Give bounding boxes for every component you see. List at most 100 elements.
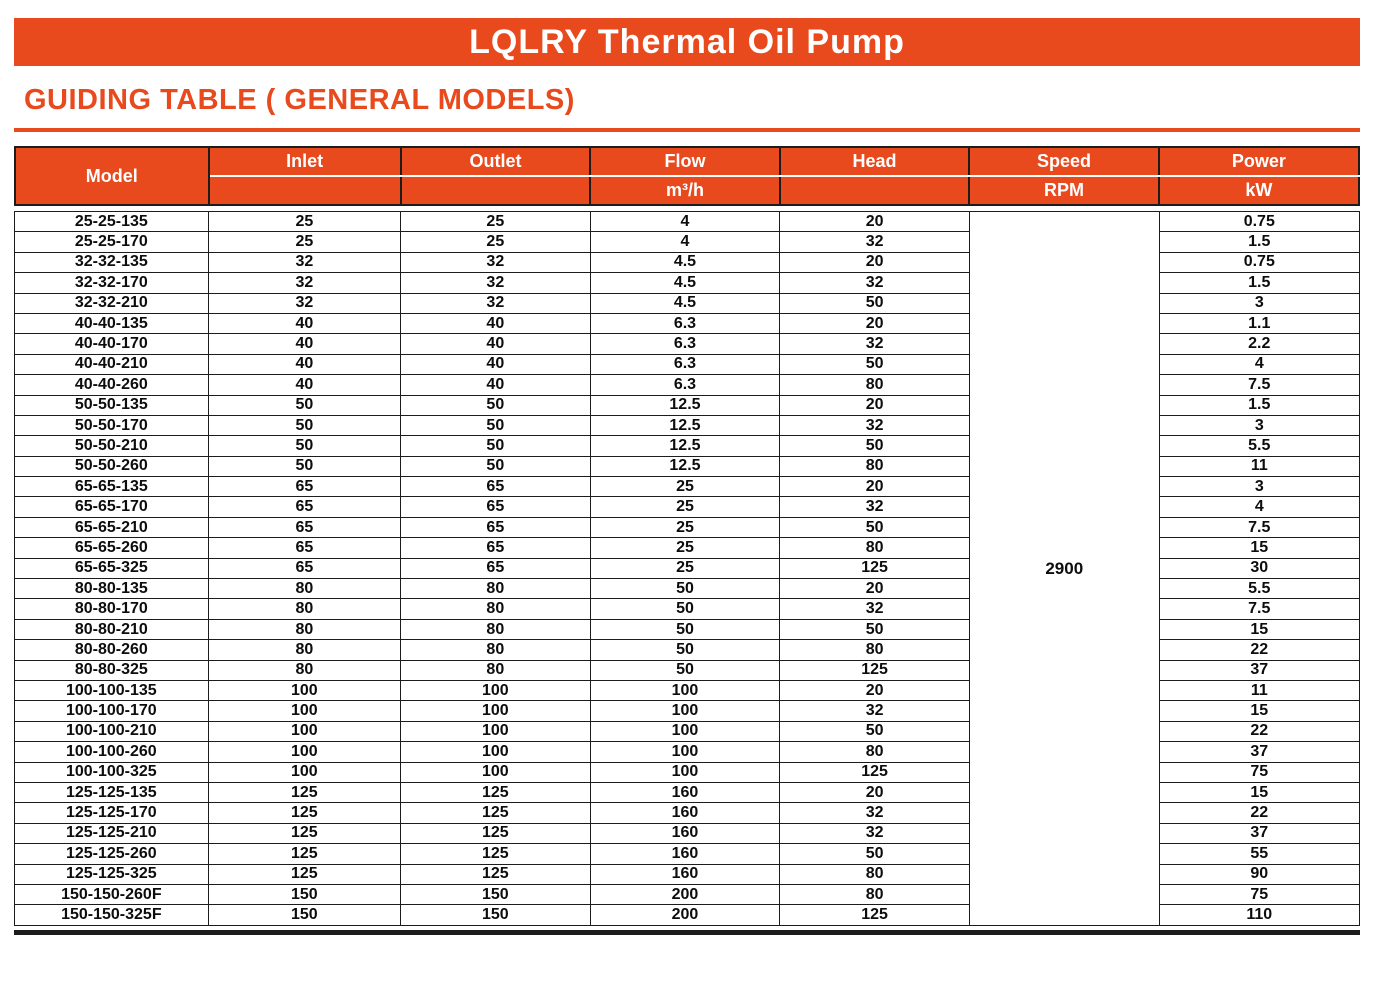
cell-model: 80-80-325 xyxy=(14,659,209,681)
cell-inlet: 125 xyxy=(207,863,402,885)
col-header-head: Head xyxy=(778,146,971,177)
section-heading: GUIDING TABLE ( GENERAL MODELS) xyxy=(24,84,575,116)
cell-outlet: 100 xyxy=(400,700,591,722)
col-unit-power: kW xyxy=(1157,176,1361,206)
cell-power: 3 xyxy=(1158,414,1361,437)
cell-power: 3 xyxy=(1158,292,1361,314)
cell-inlet: 50 xyxy=(207,394,402,416)
cell-power: 4 xyxy=(1158,353,1361,376)
cell-head: 50 xyxy=(779,353,970,376)
cell-head: 32 xyxy=(779,231,970,253)
cell-power: 0.75 xyxy=(1158,251,1361,274)
cell-flow: 50 xyxy=(589,659,781,681)
cell-model: 100-100-325 xyxy=(14,761,209,783)
page-title: LQLRY Thermal Oil Pump xyxy=(469,22,905,61)
cell-inlet: 40 xyxy=(207,333,402,355)
cell-inlet: 25 xyxy=(207,210,402,233)
cell-model: 150-150-260F xyxy=(14,883,209,906)
cell-head: 32 xyxy=(779,333,970,355)
cell-flow: 6.3 xyxy=(589,312,781,335)
table-row: 50-50-260 50 50 12.5 80 11 xyxy=(14,455,1361,478)
cell-head: 20 xyxy=(779,679,970,702)
cell-flow: 160 xyxy=(589,822,781,845)
cell-flow: 4.5 xyxy=(589,272,781,294)
cell-flow: 6.3 xyxy=(589,333,781,355)
col-header-model: Model xyxy=(14,146,210,206)
title-banner: LQLRY Thermal Oil Pump xyxy=(14,18,1360,66)
cell-flow: 6.3 xyxy=(589,374,781,396)
cell-head: 50 xyxy=(779,843,970,865)
cell-flow: 50 xyxy=(589,578,781,600)
cell-flow: 100 xyxy=(589,700,781,722)
cell-inlet: 125 xyxy=(207,822,402,845)
cell-model: 100-100-170 xyxy=(14,700,209,722)
spec-table-body: 25-25-135 25 25 4 20 2900 0.75 25-25-170 25 25 4 32… xyxy=(14,210,1361,926)
cell-power: 2.2 xyxy=(1158,333,1361,355)
table-row: 80-80-170 80 80 50 32 7.5 xyxy=(14,598,1361,620)
cell-model: 65-65-325 xyxy=(14,557,209,580)
cell-power: 75 xyxy=(1158,761,1361,783)
table-row: 32-32-135 32 32 4.5 20 0.75 xyxy=(14,251,1361,274)
cell-model: 100-100-135 xyxy=(14,679,209,702)
cell-power: 15 xyxy=(1158,781,1361,804)
cell-outlet: 80 xyxy=(400,618,591,641)
cell-power: 3 xyxy=(1158,476,1361,498)
cell-inlet: 40 xyxy=(207,374,402,396)
cell-head: 20 xyxy=(779,394,970,416)
cell-head: 50 xyxy=(779,516,970,539)
col-header-inlet: Inlet xyxy=(207,146,402,177)
cell-head: 125 xyxy=(779,659,970,681)
cell-model: 80-80-260 xyxy=(14,639,209,661)
cell-head: 20 xyxy=(779,251,970,274)
cell-flow: 100 xyxy=(589,679,781,702)
col-unit-speed: RPM xyxy=(968,176,1160,206)
cell-power: 15 xyxy=(1158,537,1361,559)
cell-model: 50-50-260 xyxy=(14,455,209,478)
table-row: 25-25-170 25 25 4 32 1.5 xyxy=(14,231,1361,253)
cell-model: 125-125-210 xyxy=(14,822,209,845)
cell-power: 15 xyxy=(1158,618,1361,641)
cell-flow: 25 xyxy=(589,496,781,518)
cell-model: 100-100-210 xyxy=(14,720,209,743)
cell-inlet: 80 xyxy=(207,618,402,641)
cell-inlet: 65 xyxy=(207,516,402,539)
cell-outlet: 40 xyxy=(400,312,591,335)
cell-outlet: 125 xyxy=(400,863,591,885)
cell-inlet: 32 xyxy=(207,272,402,294)
cell-power: 7.5 xyxy=(1158,516,1361,539)
cell-model: 65-65-260 xyxy=(14,537,209,559)
cell-head: 32 xyxy=(779,598,970,620)
cell-flow: 4 xyxy=(589,231,781,253)
table-row: 100-100-260 100 100 100 80 37 xyxy=(14,741,1361,763)
cell-head: 20 xyxy=(779,210,970,233)
cell-inlet: 100 xyxy=(207,741,402,763)
cell-outlet: 50 xyxy=(400,414,591,437)
table-row: 80-80-325 80 80 50 125 37 xyxy=(14,659,1361,681)
cell-speed: 2900 xyxy=(968,211,1160,926)
table-row: 65-65-170 65 65 25 32 4 xyxy=(14,496,1361,518)
cell-power: 11 xyxy=(1158,679,1361,702)
cell-flow: 6.3 xyxy=(589,353,781,376)
cell-flow: 4.5 xyxy=(589,251,781,274)
cell-power: 1.5 xyxy=(1158,272,1361,294)
cell-head: 32 xyxy=(779,822,970,845)
cell-head: 80 xyxy=(779,883,970,906)
cell-inlet: 40 xyxy=(207,353,402,376)
cell-head: 50 xyxy=(779,720,970,743)
cell-model: 125-125-325 xyxy=(14,863,209,885)
cell-power: 11 xyxy=(1158,455,1361,478)
table-row: 50-50-135 50 50 12.5 20 1.5 xyxy=(14,394,1361,416)
cell-model: 65-65-170 xyxy=(14,496,209,518)
cell-head: 80 xyxy=(779,374,970,396)
cell-outlet: 32 xyxy=(400,292,591,314)
cell-inlet: 100 xyxy=(207,761,402,783)
cell-flow: 50 xyxy=(589,639,781,661)
cell-flow: 50 xyxy=(589,618,781,641)
table-row: 25-25-135 25 25 4 20 2900 0.75 xyxy=(14,210,1361,926)
cell-flow: 25 xyxy=(589,537,781,559)
cell-head: 20 xyxy=(779,781,970,804)
cell-power: 5.5 xyxy=(1158,578,1361,600)
cell-inlet: 125 xyxy=(207,802,402,824)
table-row: 32-32-210 32 32 4.5 50 3 xyxy=(14,292,1361,314)
cell-power: 30 xyxy=(1158,557,1361,580)
